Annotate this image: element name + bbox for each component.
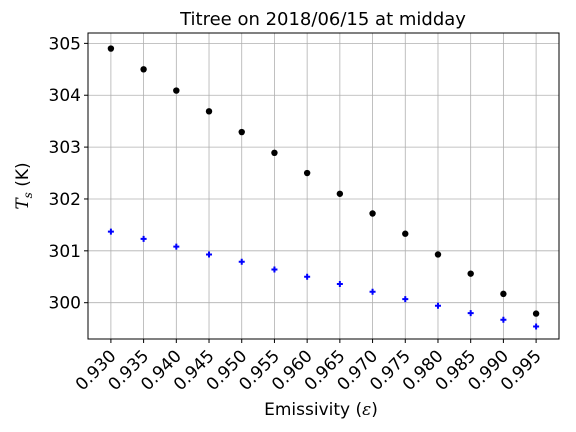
black-series-point [500,290,507,298]
black-series-point [467,270,474,277]
blue-series-point [402,296,409,303]
blue-series-point [304,273,311,280]
x-axis-label: Emissivity (ε) [264,400,378,420]
blue-series-point [369,288,376,295]
blue-series-point [336,281,343,288]
blue-series-point [467,310,474,317]
black-series-point [402,230,409,237]
black-series-point [532,310,540,317]
data-points [107,45,540,330]
black-series-point [336,190,344,197]
x-axis-label-close: ) [371,400,378,420]
blue-series-point [500,316,507,323]
blue-series-point [238,258,245,265]
y-tick-label: 303 [49,138,81,158]
blue-series-point [107,228,114,235]
y-axis-label-symbol: T [13,197,33,210]
blue-series-point [271,266,278,273]
black-series-point [205,108,213,115]
y-tick-label: 300 [49,294,81,314]
black-series-point [107,45,115,52]
black-series-point [140,66,147,73]
blue-series-point [173,243,180,250]
grid-lines [88,33,559,339]
black-series-point [271,149,278,157]
y-axis-label-subscript: s [21,192,35,198]
y-axis-label: Ts (K) [13,162,35,209]
chart-title: Titree on 2018/06/15 at midday [179,9,466,30]
plot-frame [87,32,560,340]
blue-series-point [206,251,213,258]
black-series-point [303,169,311,177]
blue-series-point [533,323,540,330]
x-axis-label-symbol: ε [362,400,371,420]
y-tick-label: 305 [49,34,81,54]
blue-series-point [140,235,147,242]
y-tick-label: 302 [49,190,81,210]
x-axis-label-text: Emissivity ( [264,400,362,420]
black-series-point [369,210,376,217]
y-tick-label: 304 [49,86,81,106]
black-series-point [434,251,442,258]
black-series-point [173,87,180,94]
y-tick-label: 301 [49,242,81,262]
y-axis-label-unit: (K) [13,162,33,192]
blue-series-point [434,302,441,309]
black-series-point [238,128,245,136]
